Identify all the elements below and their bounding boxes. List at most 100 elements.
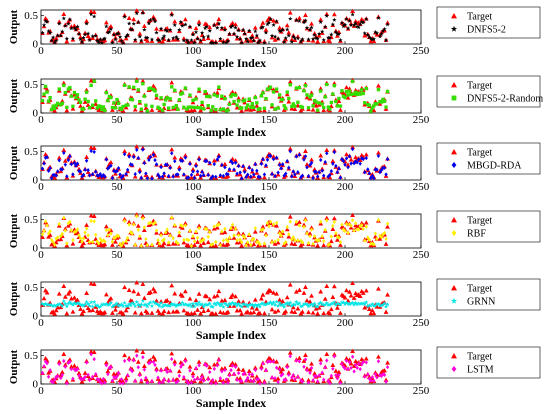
data-point <box>195 235 200 240</box>
data-point <box>343 162 347 167</box>
x-tick-label: 150 <box>261 249 278 261</box>
data-point <box>342 301 348 307</box>
data-point <box>371 36 377 41</box>
data-point <box>250 101 254 106</box>
data-point <box>321 107 327 113</box>
x-tick-label: 150 <box>261 114 278 126</box>
data-point <box>277 93 282 97</box>
data-point <box>67 357 73 362</box>
legend-label: DNFS5-2-Random <box>467 94 543 105</box>
data-point <box>157 174 162 179</box>
data-point <box>206 34 211 39</box>
data-point <box>135 291 141 296</box>
data-point <box>40 166 45 171</box>
data-point <box>72 92 77 97</box>
data-point <box>144 236 148 242</box>
y-tick-label: 0 <box>33 311 39 323</box>
data-point <box>331 283 337 289</box>
data-point <box>201 107 206 111</box>
data-point <box>286 33 291 38</box>
data-point <box>345 95 351 100</box>
data-point <box>229 367 233 373</box>
data-point <box>182 172 186 177</box>
data-point <box>87 173 92 178</box>
data-point <box>238 237 242 242</box>
data-point <box>338 310 343 315</box>
data-point <box>211 105 215 109</box>
data-point <box>221 378 226 383</box>
data-point <box>343 366 347 371</box>
data-point <box>335 305 340 310</box>
data-point <box>157 241 162 246</box>
data-point <box>153 89 157 93</box>
data-point <box>344 300 349 305</box>
data-point <box>212 366 216 371</box>
data-point <box>325 82 329 87</box>
data-point <box>260 224 266 229</box>
plot-area <box>40 281 422 317</box>
data-point <box>140 281 146 286</box>
data-point <box>68 359 72 364</box>
data-point <box>165 369 169 375</box>
x-tick-label: 0 <box>38 114 44 126</box>
data-point <box>254 306 260 311</box>
data-point <box>69 26 74 31</box>
data-point <box>309 21 314 26</box>
data-point <box>180 300 185 305</box>
data-point <box>83 230 87 235</box>
data-point <box>325 151 329 156</box>
y-axis-label: Output <box>8 146 20 181</box>
data-point <box>382 368 387 373</box>
data-point <box>198 377 203 382</box>
data-point <box>351 363 357 368</box>
data-point <box>212 301 217 306</box>
data-point <box>113 37 118 42</box>
data-point <box>149 303 155 308</box>
data-point <box>57 301 62 306</box>
data-point <box>302 224 306 229</box>
y-axis-label: Output <box>8 214 20 249</box>
series-model <box>40 147 390 181</box>
data-point <box>309 25 314 30</box>
data-point <box>157 310 162 316</box>
data-point <box>378 170 382 175</box>
data-point <box>84 360 89 365</box>
data-point <box>205 363 209 368</box>
data-point <box>88 213 94 218</box>
data-point <box>252 25 258 30</box>
legend-marker <box>451 217 457 223</box>
x-tick-label: 250 <box>413 317 430 329</box>
data-point <box>251 241 257 247</box>
data-point <box>51 240 55 245</box>
data-point <box>303 148 308 153</box>
data-point <box>210 40 215 46</box>
data-point <box>217 154 221 159</box>
data-point <box>103 292 109 297</box>
data-point <box>322 173 326 178</box>
data-point <box>245 309 251 314</box>
data-point <box>261 227 265 232</box>
data-point <box>97 377 101 382</box>
data-point <box>340 222 344 227</box>
data-point <box>236 233 241 238</box>
data-point <box>358 367 362 372</box>
data-point <box>138 170 142 175</box>
data-point <box>188 228 192 233</box>
data-point <box>135 147 139 152</box>
data-point <box>359 301 364 306</box>
data-point <box>340 361 344 366</box>
data-point <box>65 241 69 246</box>
data-point <box>294 154 299 159</box>
data-point <box>87 303 92 308</box>
data-point <box>233 158 238 163</box>
data-point <box>297 300 302 306</box>
data-point <box>122 148 127 154</box>
data-point <box>180 362 185 367</box>
data-point <box>354 24 360 29</box>
data-point <box>63 301 68 306</box>
data-point <box>344 287 349 293</box>
data-point <box>319 157 323 163</box>
data-point <box>168 303 173 308</box>
data-point <box>249 105 253 109</box>
